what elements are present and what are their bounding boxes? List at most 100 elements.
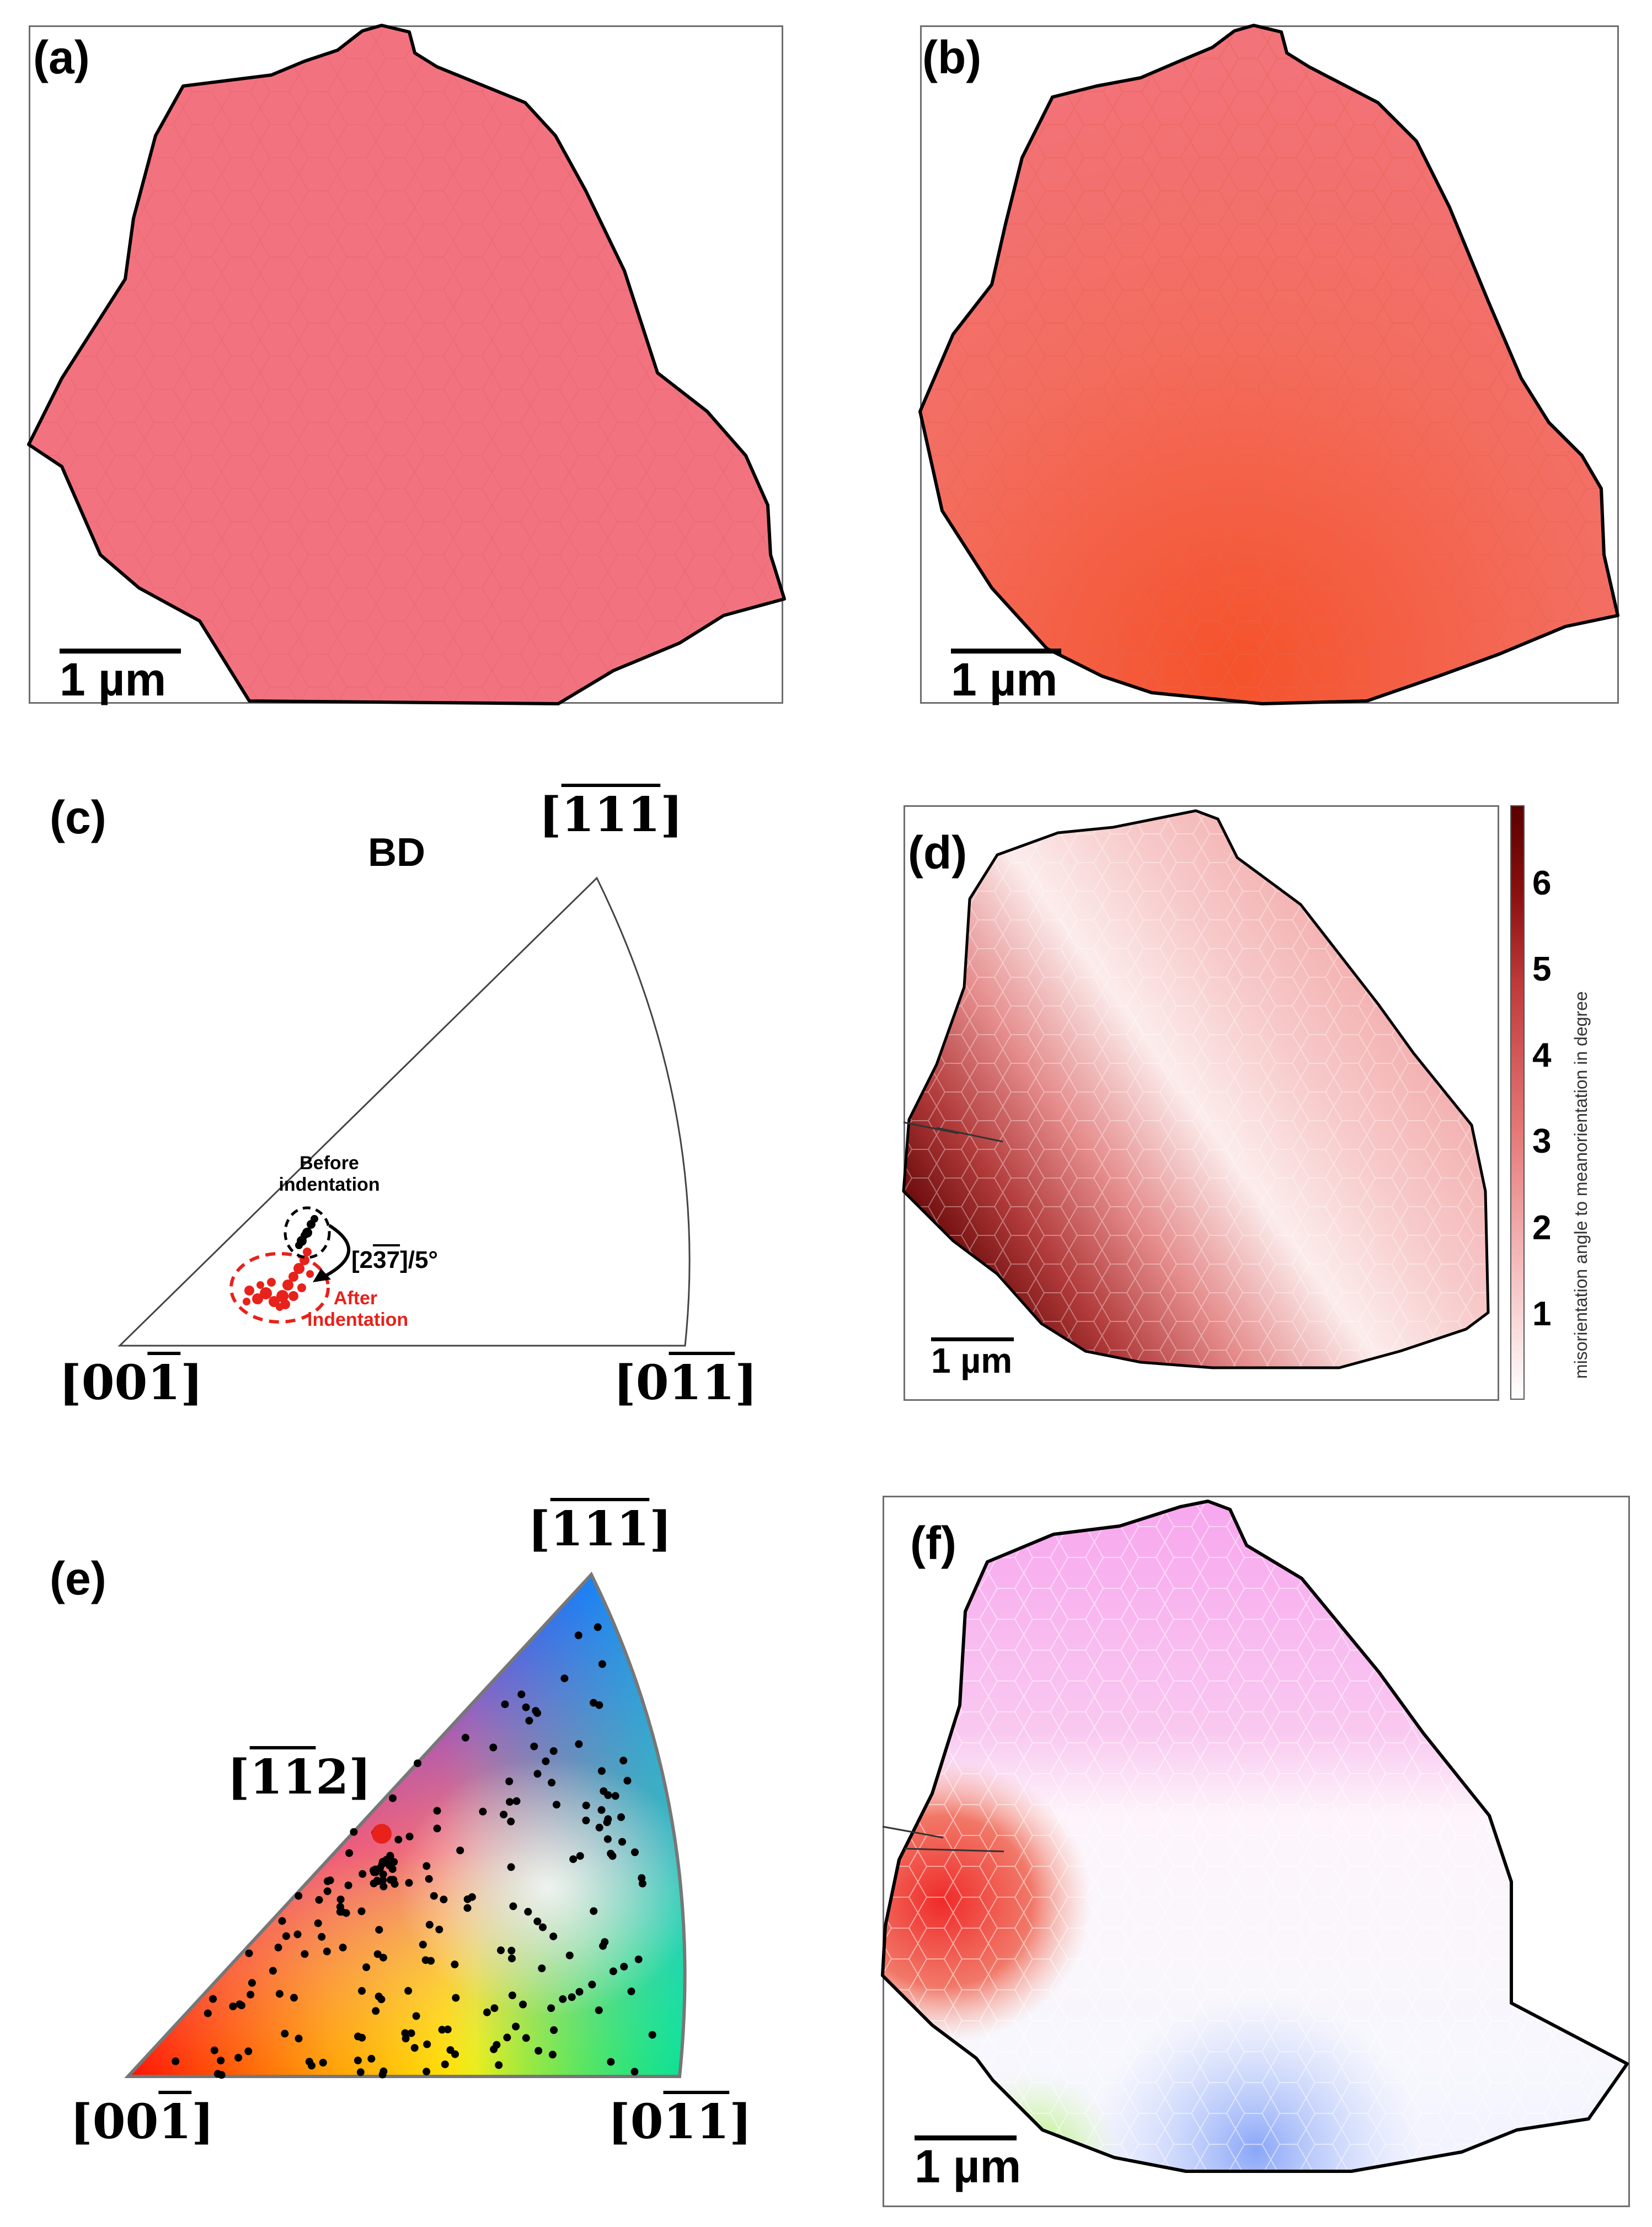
ipf-point bbox=[293, 1930, 302, 1939]
ipf-point bbox=[548, 2051, 557, 2059]
ipf-point bbox=[229, 2003, 237, 2010]
panel-a: (a) 1 µm bbox=[27, 24, 786, 705]
sub-boundary-f bbox=[882, 1826, 1004, 1853]
ipf-point bbox=[483, 2008, 491, 2016]
ipf-point bbox=[281, 2030, 289, 2038]
ipf-point bbox=[550, 2026, 558, 2034]
ipf-point bbox=[410, 2044, 419, 2052]
ipf-point bbox=[495, 2061, 503, 2069]
rotation-arrowhead bbox=[313, 1268, 331, 1282]
ipf-point bbox=[323, 1947, 331, 1956]
panel-b-label: (b) bbox=[922, 31, 982, 83]
ipf-point bbox=[386, 1852, 394, 1860]
ipf-point bbox=[517, 1690, 526, 1699]
ipf-point bbox=[370, 1880, 378, 1887]
panel-a-grain-map bbox=[27, 24, 786, 705]
colorbar-tick-6: 6 bbox=[1532, 864, 1552, 902]
ipf-point bbox=[405, 1833, 414, 1840]
ipf-point bbox=[597, 1767, 606, 1775]
ipf-point bbox=[378, 2070, 387, 2079]
ipf-point bbox=[314, 1919, 322, 1928]
ipf-point bbox=[530, 1742, 538, 1750]
ipf-point bbox=[576, 1852, 584, 1860]
ipf-point bbox=[394, 1835, 403, 1844]
panel-e: (e) [111] [112] [001] [011] bbox=[29, 1506, 801, 2184]
ipf-point bbox=[588, 1980, 596, 1989]
ipf-point bbox=[433, 1824, 441, 1833]
panel-e-label: (e) bbox=[50, 1553, 106, 1604]
ipf-point bbox=[389, 1794, 397, 1802]
ipf-point bbox=[582, 1801, 590, 1810]
ipf-point bbox=[407, 2029, 415, 2037]
panel-c: (c) BD [111] [001] [011] Before indentat… bbox=[29, 778, 801, 1450]
ipf-point bbox=[575, 1988, 584, 1996]
panel-c-corner-011: [011] bbox=[613, 1355, 757, 1411]
ipf-point bbox=[236, 2000, 244, 2009]
ipf-point bbox=[217, 2057, 225, 2065]
ipf-point bbox=[648, 2031, 656, 2039]
ipf-point bbox=[623, 1776, 632, 1785]
ipf-point bbox=[359, 1870, 367, 1878]
ipf-point bbox=[607, 1850, 615, 1857]
ipf-point bbox=[376, 1864, 384, 1872]
panel-f-scale-label: 1 µm bbox=[915, 2140, 1022, 2192]
ipf-point bbox=[269, 1967, 277, 1975]
ipf-point bbox=[618, 1838, 626, 1846]
ipf-point bbox=[524, 1908, 532, 1916]
ipf-point bbox=[490, 2004, 499, 2012]
ipf-point bbox=[438, 2026, 446, 2034]
ipf-point bbox=[539, 1923, 547, 1931]
after-indentation-label: After indentation bbox=[307, 1288, 409, 1331]
panel-c-corner-001: [001] bbox=[59, 1355, 203, 1411]
ipf-point bbox=[456, 1846, 464, 1855]
ipf-point bbox=[423, 2068, 431, 2076]
ipf-point bbox=[405, 1879, 413, 1887]
panel-f-label: (f) bbox=[910, 1517, 956, 1569]
ipf-point bbox=[603, 1835, 612, 1843]
ipf-point bbox=[548, 1779, 556, 1787]
ipf-point bbox=[598, 1660, 606, 1668]
panel-e-corner-011: [011] bbox=[608, 2094, 752, 2150]
ipf-point bbox=[500, 1811, 508, 1819]
ipf-point bbox=[617, 1813, 625, 1821]
ipf-point bbox=[568, 1993, 576, 2001]
panel-e-corner-111: [111] bbox=[528, 1501, 672, 1557]
panel-b-scale-label: 1 µm bbox=[951, 654, 1058, 705]
ipf-point bbox=[319, 2059, 327, 2067]
rotation-axis-label: [237]/5° bbox=[351, 1246, 439, 1273]
ipf-point bbox=[357, 1907, 366, 1915]
ipf-point bbox=[443, 2025, 452, 2033]
ipf-point bbox=[421, 1956, 430, 1964]
ipf-point bbox=[247, 1990, 255, 1999]
ipf-point bbox=[451, 1960, 459, 1968]
ipf-point bbox=[538, 1964, 546, 1972]
ipf-point bbox=[604, 1815, 612, 1823]
ipf-point bbox=[463, 1904, 472, 1912]
ipf-point bbox=[339, 1944, 347, 1952]
ipf-point bbox=[401, 2029, 409, 2037]
ipf-point bbox=[373, 1950, 382, 1958]
ipf-point bbox=[336, 1908, 344, 1916]
ipf-point bbox=[468, 1893, 476, 1901]
colorbar-tick-4: 4 bbox=[1532, 1036, 1552, 1075]
ipf-point bbox=[507, 1946, 516, 1955]
ipf-point bbox=[234, 2054, 243, 2062]
panel-b-grain-map bbox=[918, 24, 1619, 705]
ipf-point bbox=[638, 1880, 646, 1888]
panel-e-corner-112: [112] bbox=[227, 1749, 371, 1805]
ipf-point bbox=[356, 2068, 365, 2076]
ipf-point bbox=[501, 1700, 509, 1709]
ipf-point bbox=[461, 1733, 469, 1742]
ipf-point bbox=[213, 2070, 222, 2078]
ipf-point bbox=[505, 1778, 514, 1785]
ipf-point bbox=[440, 1896, 448, 1904]
ipf-point bbox=[512, 2022, 520, 2031]
ipf-point bbox=[345, 1849, 354, 1857]
after-cluster-circle bbox=[229, 1252, 330, 1324]
ipf-point bbox=[388, 1865, 397, 1873]
panel-f-ipf-map bbox=[881, 1500, 1629, 2173]
ipf-point bbox=[634, 1955, 643, 1963]
ipf-point bbox=[315, 1896, 323, 1904]
ipf-point bbox=[522, 1703, 530, 1711]
ipf-point bbox=[379, 1870, 387, 1878]
